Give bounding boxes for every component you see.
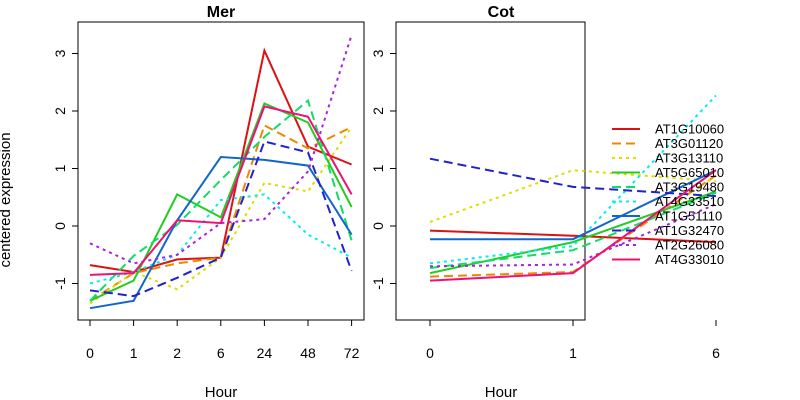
plot-frame-cot xyxy=(395,21,586,321)
series-line-cot-at3g19480 xyxy=(429,191,717,269)
panel-cot: Cot Hour -1 0 1 2 3 0 1 6 xyxy=(370,4,720,400)
y-tick-label-mer: 3 xyxy=(52,49,68,57)
legend-label: AT2G26080 xyxy=(655,238,724,253)
series-line-cot-at3g13110 xyxy=(429,169,717,223)
series-line-mer-at1g51110 xyxy=(89,155,353,310)
x-tick-label-mer: 48 xyxy=(300,345,316,361)
series-line-mer-at4g33010 xyxy=(89,105,353,276)
legend-label: AT3G13110 xyxy=(655,151,723,166)
y-axis-label: centered expression xyxy=(0,132,14,267)
y-tick-label-cot: 0 xyxy=(370,222,386,230)
series-line-cot-at2g26080 xyxy=(429,203,717,268)
y-tick-label-cot: 3 xyxy=(370,49,386,57)
legend-label: AT1G10060 xyxy=(655,122,724,137)
legend-label: AT1G32470 xyxy=(655,223,724,238)
series-line-mer-at4g33510 xyxy=(89,193,353,285)
series-line-mer-at3g01120 xyxy=(89,123,353,302)
series-line-mer-at1g32470 xyxy=(89,140,353,298)
x-axis-label-mer: Hour xyxy=(205,384,238,400)
x-tick-label-cot: 6 xyxy=(712,345,720,361)
x-axis-label-cot: Hour xyxy=(485,384,518,400)
legend-label: AT3G01120 xyxy=(655,136,723,151)
series-line-cot-at1g10060 xyxy=(429,229,717,244)
legend-label: AT4G33510 xyxy=(655,194,724,209)
y-tick-label-cot: 2 xyxy=(370,107,386,115)
series-line-mer-at3g19480 xyxy=(89,98,353,302)
x-tick-label-mer: 0 xyxy=(86,345,94,361)
x-tick-label-mer: 6 xyxy=(217,345,225,361)
legend-label: AT1G51110 xyxy=(655,209,722,224)
x-tick-label-mer: 1 xyxy=(130,345,138,361)
legend-label: AT5G65010 xyxy=(655,165,724,180)
y-tick-label-mer: -1 xyxy=(52,277,68,290)
panel-mer: Mer centered expression Hour -1 0 1 2 3 0 1 2 6 2… xyxy=(0,4,365,400)
y-tick-label-cot: 1 xyxy=(370,164,386,172)
legend-label: AT3G19480 xyxy=(655,180,724,195)
panel-title-mer: Mer xyxy=(207,4,235,21)
x-tick-label-mer: 72 xyxy=(344,345,360,361)
series-line-cot-at4g33510 xyxy=(429,94,717,265)
series-line-mer-at5g65010 xyxy=(89,102,353,302)
legend: AT1G10060AT3G01120AT3G13110AT5G65010AT3G… xyxy=(612,122,724,267)
y-tick-label-mer: 2 xyxy=(52,107,68,115)
x-tick-label-mer: 24 xyxy=(257,345,273,361)
series-line-cot-at1g32470 xyxy=(429,157,717,198)
legend-label: AT4G33010 xyxy=(655,252,724,267)
x-tick-label-mer: 2 xyxy=(173,345,181,361)
y-tick-label-mer: 1 xyxy=(52,164,68,172)
x-tick-label-cot: 1 xyxy=(569,345,577,361)
series-line-mer-at3g13110 xyxy=(89,126,353,305)
y-tick-label-cot: -1 xyxy=(370,277,386,290)
panel-title-cot: Cot xyxy=(488,4,515,21)
series-line-mer-at1g10060 xyxy=(89,47,352,274)
series-line-cot-at4g33010 xyxy=(429,169,717,282)
series-line-mer-at2g26080 xyxy=(89,34,353,265)
x-tick-label-cot: 0 xyxy=(426,345,434,361)
y-tick-label-mer: 0 xyxy=(52,222,68,230)
